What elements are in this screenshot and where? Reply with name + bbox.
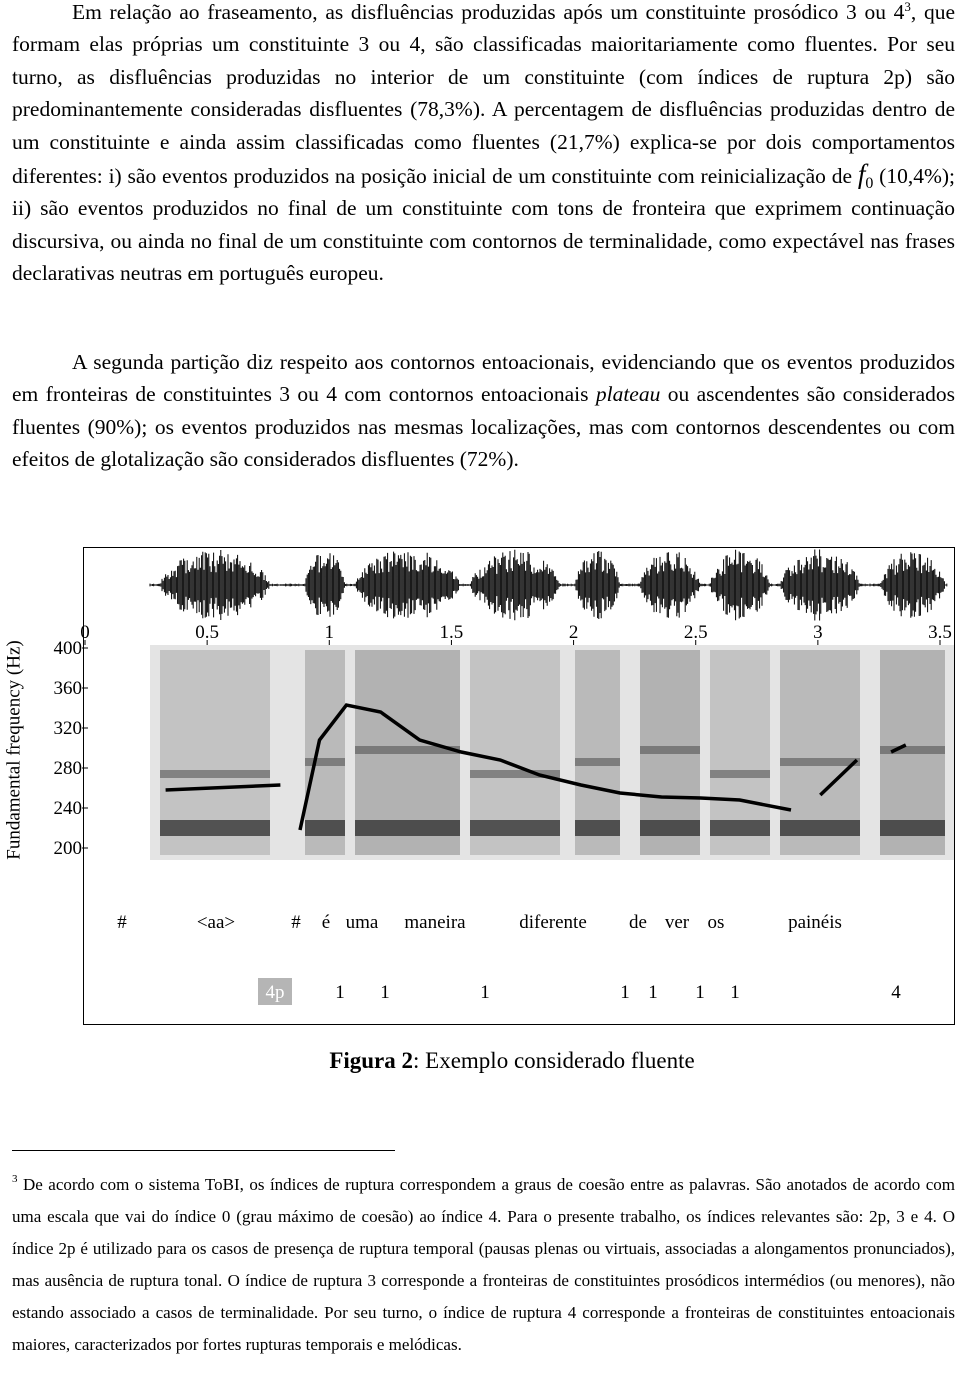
word: painéis — [788, 912, 842, 933]
break-index: 1 — [335, 982, 345, 1003]
word: é — [322, 912, 330, 933]
y-tick-label: 280 — [54, 758, 83, 779]
formant — [640, 820, 700, 836]
paragraph: A segunda partição diz respeito aos cont… — [12, 346, 955, 476]
spectrogram — [150, 645, 954, 860]
x-tick-label: 2.5 — [684, 622, 708, 643]
formant — [355, 746, 460, 754]
break-index: 1 — [730, 982, 740, 1003]
formant — [305, 758, 345, 766]
formant — [470, 770, 560, 778]
formant — [160, 770, 270, 778]
emphasis: plateau — [595, 382, 661, 407]
waveform-trace — [149, 549, 948, 621]
x-tick-label: 0.5 — [195, 622, 219, 643]
formant — [575, 820, 620, 836]
footnote-text: De acordo com o sistema ToBI, os índices… — [12, 1175, 955, 1354]
break-index: 4 — [891, 982, 901, 1003]
word-tier: # <aa> # é uma maneira diferente de ver … — [117, 912, 842, 933]
y-tick-label: 400 — [54, 638, 83, 659]
paragraph: Em relação ao fraseamento, as disfluênci… — [12, 0, 955, 290]
formant — [880, 746, 945, 754]
break-index: 1 — [480, 982, 490, 1003]
formant — [470, 820, 560, 836]
y-tick-label: 360 — [54, 678, 83, 699]
y-tick-label: 200 — [54, 838, 83, 859]
caption-text: : Exemplo considerado fluente — [413, 1048, 695, 1073]
text: ou ascendentes são considerados fluentes… — [12, 382, 955, 472]
caption-label: Figura 2 — [329, 1048, 414, 1073]
formant — [780, 758, 860, 766]
y-tick-label: 240 — [54, 798, 83, 819]
break-index: 1 — [648, 982, 658, 1003]
word: # — [117, 912, 127, 933]
word: <aa> — [197, 912, 235, 933]
formant — [640, 746, 700, 754]
formant — [575, 758, 620, 766]
caption: Figura 2: Exemplo considerado fluente — [0, 1048, 960, 1074]
f0-contour — [165, 703, 907, 831]
formant — [305, 820, 345, 836]
footnote: 3 De acordo com o sistema ToBI, os índic… — [12, 1169, 955, 1361]
x-tick-label: 1.5 — [440, 622, 464, 643]
formant — [880, 820, 945, 836]
break-index: 1 — [695, 982, 705, 1003]
text: Em relação ao fraseamento, as disfluênci… — [72, 0, 905, 24]
footnote-number: 3 — [12, 1173, 18, 1185]
x-tick-label: 3 — [813, 622, 823, 643]
formant — [780, 820, 860, 836]
word: ver — [665, 912, 690, 933]
y-tick-label: 320 — [54, 718, 83, 739]
x-tick-label: 2 — [569, 622, 579, 643]
x-tick-label: 0 — [80, 622, 90, 643]
break-index: 1 — [380, 982, 390, 1003]
word: uma — [346, 912, 379, 933]
text: (10,4%); ii) são eventos produzidos no f… — [12, 164, 956, 286]
text: , que formam elas próprias um constituin… — [12, 0, 955, 189]
break-index: 1 — [620, 982, 630, 1003]
highlight — [258, 978, 292, 1005]
break-index: 4p — [266, 982, 285, 1003]
word: maneira — [404, 912, 466, 933]
break-tier: 4p 1 1 1 1 1 1 1 4 — [266, 982, 902, 1003]
axes: 0 0.5 1 1.5 2 2.5 3 3.5 200 240 280 320 360 400 — [54, 622, 952, 859]
word: diferente — [519, 912, 587, 933]
formant — [160, 820, 270, 836]
x-tick-label: 1 — [325, 622, 335, 643]
word: os — [708, 912, 725, 933]
word: de — [629, 912, 647, 933]
x-tick-label: 3.5 — [928, 622, 952, 643]
formant — [355, 820, 460, 836]
text: A segunda partição diz respeito aos cont… — [12, 350, 955, 407]
formant — [710, 820, 770, 836]
y-axis-title: Fundamental frequency (Hz) — [3, 640, 24, 859]
footnote-ref: 3 — [904, 0, 911, 14]
word: # — [291, 912, 301, 933]
formant — [710, 770, 770, 778]
waveform — [149, 549, 948, 621]
subscript: 0 — [865, 175, 874, 193]
symbol: f — [857, 159, 866, 190]
